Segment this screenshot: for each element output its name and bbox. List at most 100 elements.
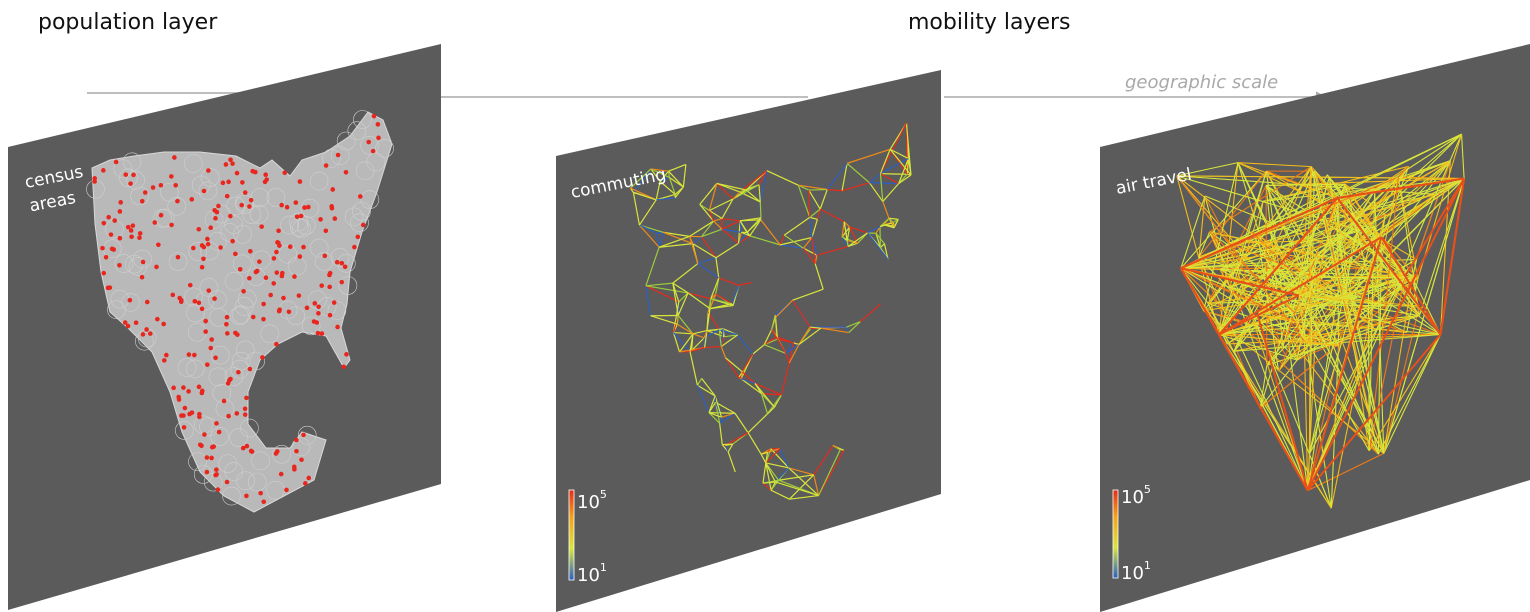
- commuting-link: [792, 288, 824, 301]
- air-route: [1265, 185, 1441, 335]
- census-node: [342, 264, 348, 270]
- census-area-outline: [114, 254, 134, 273]
- air-route-major: [1180, 267, 1221, 336]
- air-route-major: [1180, 197, 1338, 270]
- census-node: [92, 176, 98, 181]
- commuting-link: [879, 243, 885, 249]
- census-node: [327, 284, 332, 290]
- commuting-link: [721, 228, 740, 244]
- commuting-network: [630, 122, 912, 500]
- commuting-link: [780, 244, 804, 249]
- commuting-link: [713, 220, 723, 230]
- census-node: [117, 263, 122, 268]
- air-route: [1296, 277, 1413, 361]
- census-area-outline: [301, 316, 321, 336]
- commuting-link: [811, 237, 816, 264]
- census-node: [181, 413, 186, 418]
- commuting-link: [767, 394, 782, 415]
- census-node: [154, 264, 159, 270]
- census-node: [230, 161, 235, 166]
- commuting-link: [802, 247, 816, 264]
- commuting-link: [740, 378, 756, 384]
- census-node: [169, 222, 174, 228]
- census-node: [291, 464, 297, 470]
- census-node: [196, 226, 202, 232]
- commuting-link: [704, 345, 722, 349]
- census-node: [261, 301, 266, 307]
- census-node: [189, 197, 195, 202]
- census-node: [254, 268, 260, 274]
- air-route: [1307, 452, 1385, 491]
- commuting-link: [775, 481, 819, 497]
- commuting-link: [775, 299, 794, 318]
- census-area-outline: [233, 254, 252, 274]
- air-route-major: [1336, 197, 1442, 336]
- census-node: [366, 139, 372, 145]
- census-node: [292, 274, 297, 279]
- census-node: [239, 202, 244, 208]
- census-area-outline: [177, 358, 197, 377]
- commuting-link: [645, 285, 652, 316]
- census-node: [197, 442, 203, 448]
- commuting-link: [701, 236, 717, 259]
- commuting-link: [639, 224, 658, 234]
- census-node: [241, 288, 246, 294]
- census-node: [262, 179, 268, 185]
- air-route: [1229, 286, 1441, 336]
- commuting-link: [778, 474, 814, 481]
- census-area-outline: [210, 345, 230, 365]
- air-route: [1219, 333, 1339, 347]
- air-route: [1336, 275, 1406, 300]
- census-node: [103, 254, 109, 260]
- commuting-link: [689, 346, 705, 353]
- commuting-link: [677, 315, 694, 335]
- commuting-link: [808, 189, 821, 210]
- census-node: [335, 324, 340, 330]
- commuting-link: [906, 158, 910, 175]
- census-area-outline: [199, 278, 219, 297]
- census-node: [224, 479, 230, 485]
- census-node: [274, 270, 280, 275]
- air-route: [1295, 292, 1314, 323]
- census-area-outline: [130, 186, 149, 206]
- commuting-link: [719, 423, 723, 445]
- commuting-link: [818, 449, 841, 496]
- commuting-link: [715, 242, 739, 259]
- commuting-link: [880, 158, 909, 175]
- air-route: [1344, 183, 1386, 216]
- census-area-outline: [229, 428, 248, 447]
- air-route-major: [1180, 267, 1300, 297]
- commuting-link: [727, 451, 736, 473]
- commuting-link: [846, 321, 861, 328]
- census-area-outline: [366, 152, 386, 172]
- census-node: [221, 398, 227, 404]
- air-route: [1418, 178, 1465, 316]
- commuting-link: [869, 173, 881, 184]
- air-route: [1385, 177, 1399, 306]
- commuting-link: [809, 217, 813, 238]
- colorbar-min-exp: 1: [600, 561, 607, 574]
- commuting-link: [752, 344, 765, 355]
- census-node: [375, 122, 381, 127]
- commuting-link: [785, 343, 800, 354]
- commuting-link: [792, 299, 811, 328]
- census-node: [248, 197, 254, 203]
- census-node: [247, 366, 253, 372]
- air-route: [1176, 162, 1239, 177]
- air-route: [1259, 160, 1451, 409]
- commuting-link: [709, 303, 733, 310]
- commuting-link: [765, 462, 776, 483]
- census-area-outline: [185, 359, 205, 379]
- census-node: [125, 323, 131, 329]
- census-area-outline: [246, 351, 265, 371]
- commuting-link: [758, 184, 761, 202]
- census-node: [263, 275, 269, 281]
- census-node: [327, 312, 333, 318]
- census-node: [214, 472, 219, 477]
- commuting-link: [650, 315, 678, 325]
- commuting-link: [820, 327, 849, 334]
- commuting-link: [793, 342, 800, 346]
- air-route-major: [1218, 197, 1339, 336]
- commuting-link: [783, 216, 811, 236]
- census-area-outline: [236, 471, 255, 491]
